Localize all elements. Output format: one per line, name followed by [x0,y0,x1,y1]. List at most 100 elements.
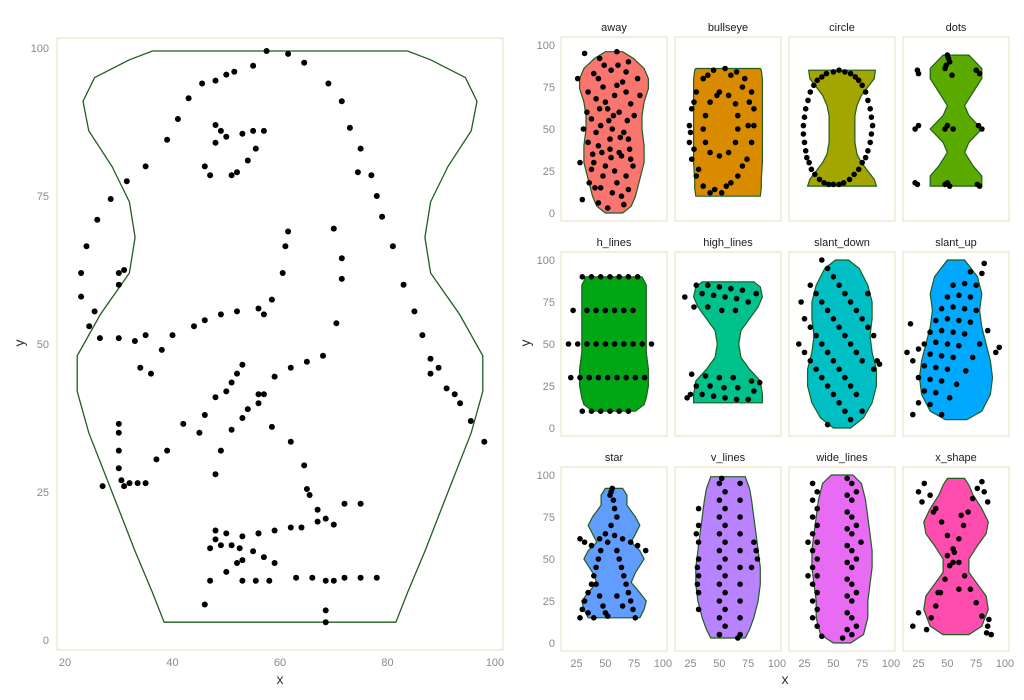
data-point [691,146,697,152]
data-point [967,294,974,300]
data-point [915,346,922,352]
data-point [115,281,122,288]
data-point [809,547,816,554]
data-point [842,374,848,381]
data-point [255,305,262,312]
data-point [728,285,734,292]
data-point [969,354,976,361]
data-point [268,423,275,430]
data-point [346,124,353,131]
data-point [722,489,728,495]
data-point [710,393,717,399]
data-point [78,270,85,276]
data-point [616,274,622,280]
data-point [825,181,832,188]
data-point [427,370,434,377]
y-tick-label: 0 [549,208,555,220]
data-point [849,497,855,504]
data-point [228,426,235,433]
data-point [967,269,974,275]
facet-strip-label: v_lines [711,452,746,464]
y-tick-label: 100 [537,255,555,267]
data-point [693,173,700,179]
data-point [588,408,595,415]
facet-frame [788,36,896,222]
data-point [811,82,817,89]
data-point [737,497,743,504]
data-point [710,67,717,73]
data-point [589,151,596,157]
data-point [801,349,808,356]
data-point [919,499,925,505]
data-point [814,589,820,596]
data-point [619,79,626,85]
facet-circle: circle [788,22,896,222]
data-point [314,518,321,525]
data-point [338,255,345,262]
data-point [357,500,364,507]
data-point [967,586,974,592]
data-point [943,62,949,68]
data-point [588,274,595,280]
data-point [851,171,857,178]
data-point [207,577,214,584]
y-tick-label: 0 [43,635,49,647]
data-point [570,307,576,314]
data-point [607,274,613,280]
data-point [859,159,865,166]
data-point [950,304,956,310]
data-point [807,358,814,364]
data-point [244,406,251,413]
data-point [614,82,620,89]
data-point [591,70,597,77]
data-point [910,623,916,629]
data-point [320,352,326,359]
data-point [823,70,830,77]
data-point [621,573,627,579]
data-point [577,536,583,542]
data-point [735,635,741,641]
data-point [721,384,727,391]
data-point [338,275,345,282]
data-point [592,185,598,191]
data-point [844,626,850,633]
data-point [824,421,831,428]
data-point [223,133,230,140]
data-point [965,509,971,515]
y-tick-label: 100 [537,470,555,482]
data-point [814,539,820,545]
data-point [239,130,246,137]
data-point [574,341,581,347]
data-point [849,581,855,587]
data-point [611,532,618,539]
data-point [419,332,426,339]
data-point [595,200,602,206]
data-point [260,554,267,561]
data-point [958,512,964,519]
data-point [979,613,985,619]
x-tick-label: 75 [856,658,868,670]
x-tick-label: 25 [570,658,582,670]
data-point [691,304,697,310]
data-point [942,181,948,188]
data-point [83,243,90,250]
data-point [627,156,634,162]
data-point [596,536,603,542]
data-point [807,324,814,331]
data-point [115,335,122,342]
data-point [586,180,592,186]
data-point [96,335,103,342]
data-point [814,623,820,629]
data-point [142,480,149,487]
data-point [956,586,962,592]
data-point [745,122,751,129]
data-point [847,70,854,77]
right-x-axis-title: x [782,671,789,687]
violin-slant_up [918,259,994,421]
data-point [642,547,649,554]
data-point [164,447,171,454]
data-point [591,573,597,579]
data-point [379,213,386,220]
data-point [621,307,627,314]
violin-dots [929,54,983,187]
